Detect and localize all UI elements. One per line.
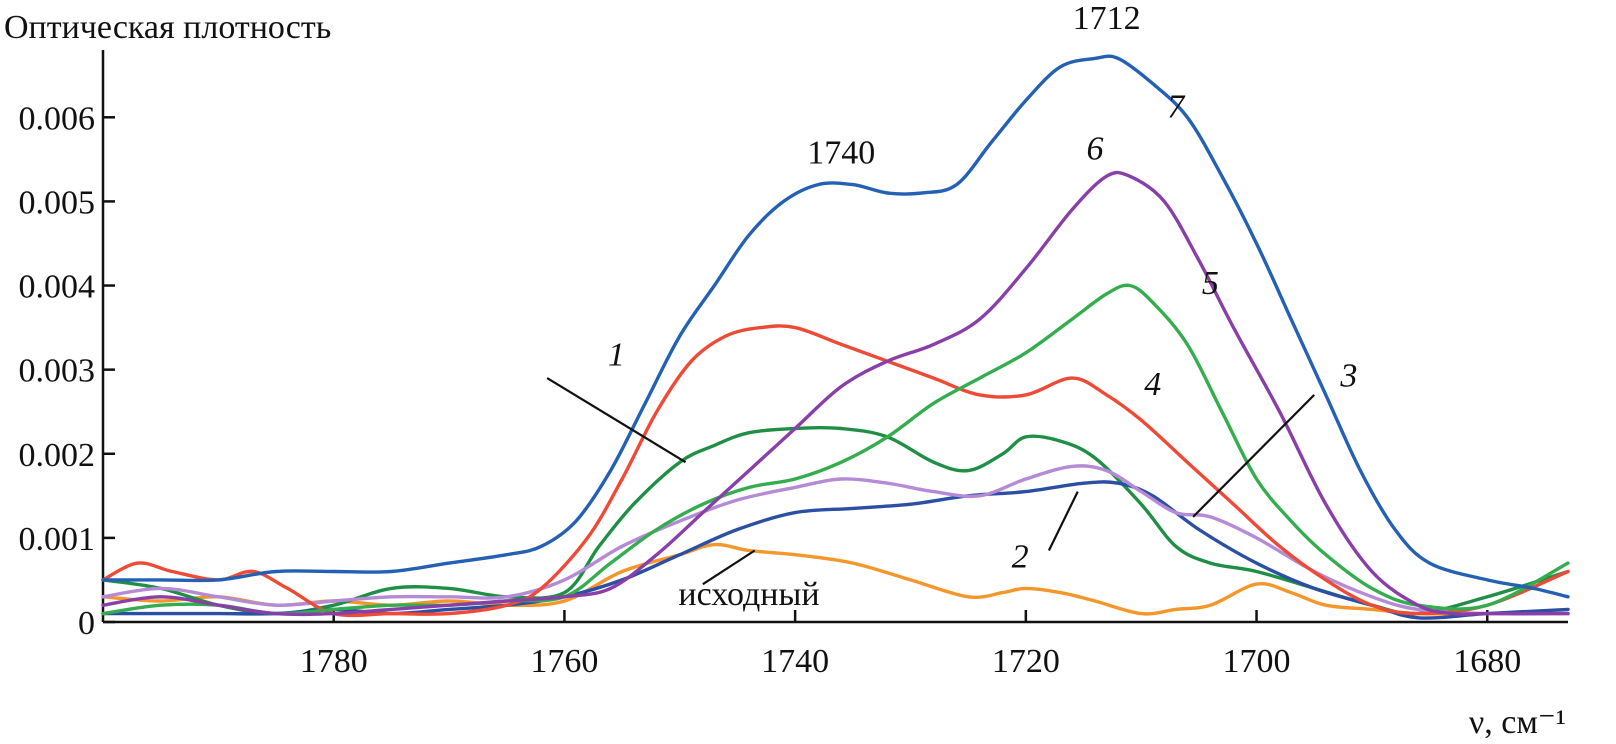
axes-layer [101,50,1568,624]
series-line-1 [101,426,1570,616]
series-label-5: 5 [1202,265,1219,302]
x-tick-label: 1760 [530,643,598,680]
y-tick-label: 0.002 [19,437,96,474]
x-tick-label: 1780 [300,643,368,680]
series-leader-3 [1192,394,1316,518]
series-line-5 [101,283,1570,616]
y-tick-label: 0.005 [19,184,96,221]
y-tick-label: 0.003 [19,353,96,390]
x-tick-label: 1720 [992,643,1060,680]
y-tick-label: 0 [78,605,95,642]
x-axis-title: ν, см⁻¹ [1469,704,1566,741]
y-tick-label: 0.001 [19,521,96,558]
series-line-3 [101,464,1570,616]
series-line-6 [101,170,1570,617]
series-leader-1 [546,377,687,464]
series-leader-исходный [702,549,756,586]
y-tick-label: 0.004 [19,269,96,306]
y-tick-label: 0.006 [19,100,96,137]
series-line-4 [101,324,1570,618]
series-label-исходный: исходный [678,576,819,613]
y-axis-title: Оптическая плотность [4,9,331,46]
series-label-7: 7 [1167,88,1186,125]
series-label-6: 6 [1087,130,1104,167]
peak-annotations: 1740 1712 [807,0,1140,172]
series-line-7 [101,54,1570,599]
peak-label: 1740 [807,135,875,172]
series-label-2: 2 [1012,538,1029,575]
series-line-2 [101,480,1570,620]
x-ticks: 1780 1760 1740 1720 1700 1680 [300,610,1521,680]
x-tick-label: 1740 [761,643,829,680]
series-labels: исходный 1 2 3 4 5 6 7 [546,88,1357,613]
x-tick-label: 1680 [1453,643,1521,680]
y-ticks: 0 0.001 0.002 0.003 0.004 0.005 0.006 [19,100,115,642]
series-leader-2 [1047,491,1079,551]
peak-label: 1712 [1073,0,1141,37]
x-tick-label: 1700 [1223,643,1291,680]
series-lines [101,54,1570,620]
series-label-1: 1 [608,336,625,373]
series-label-4: 4 [1144,366,1161,403]
series-label-3: 3 [1339,357,1357,394]
